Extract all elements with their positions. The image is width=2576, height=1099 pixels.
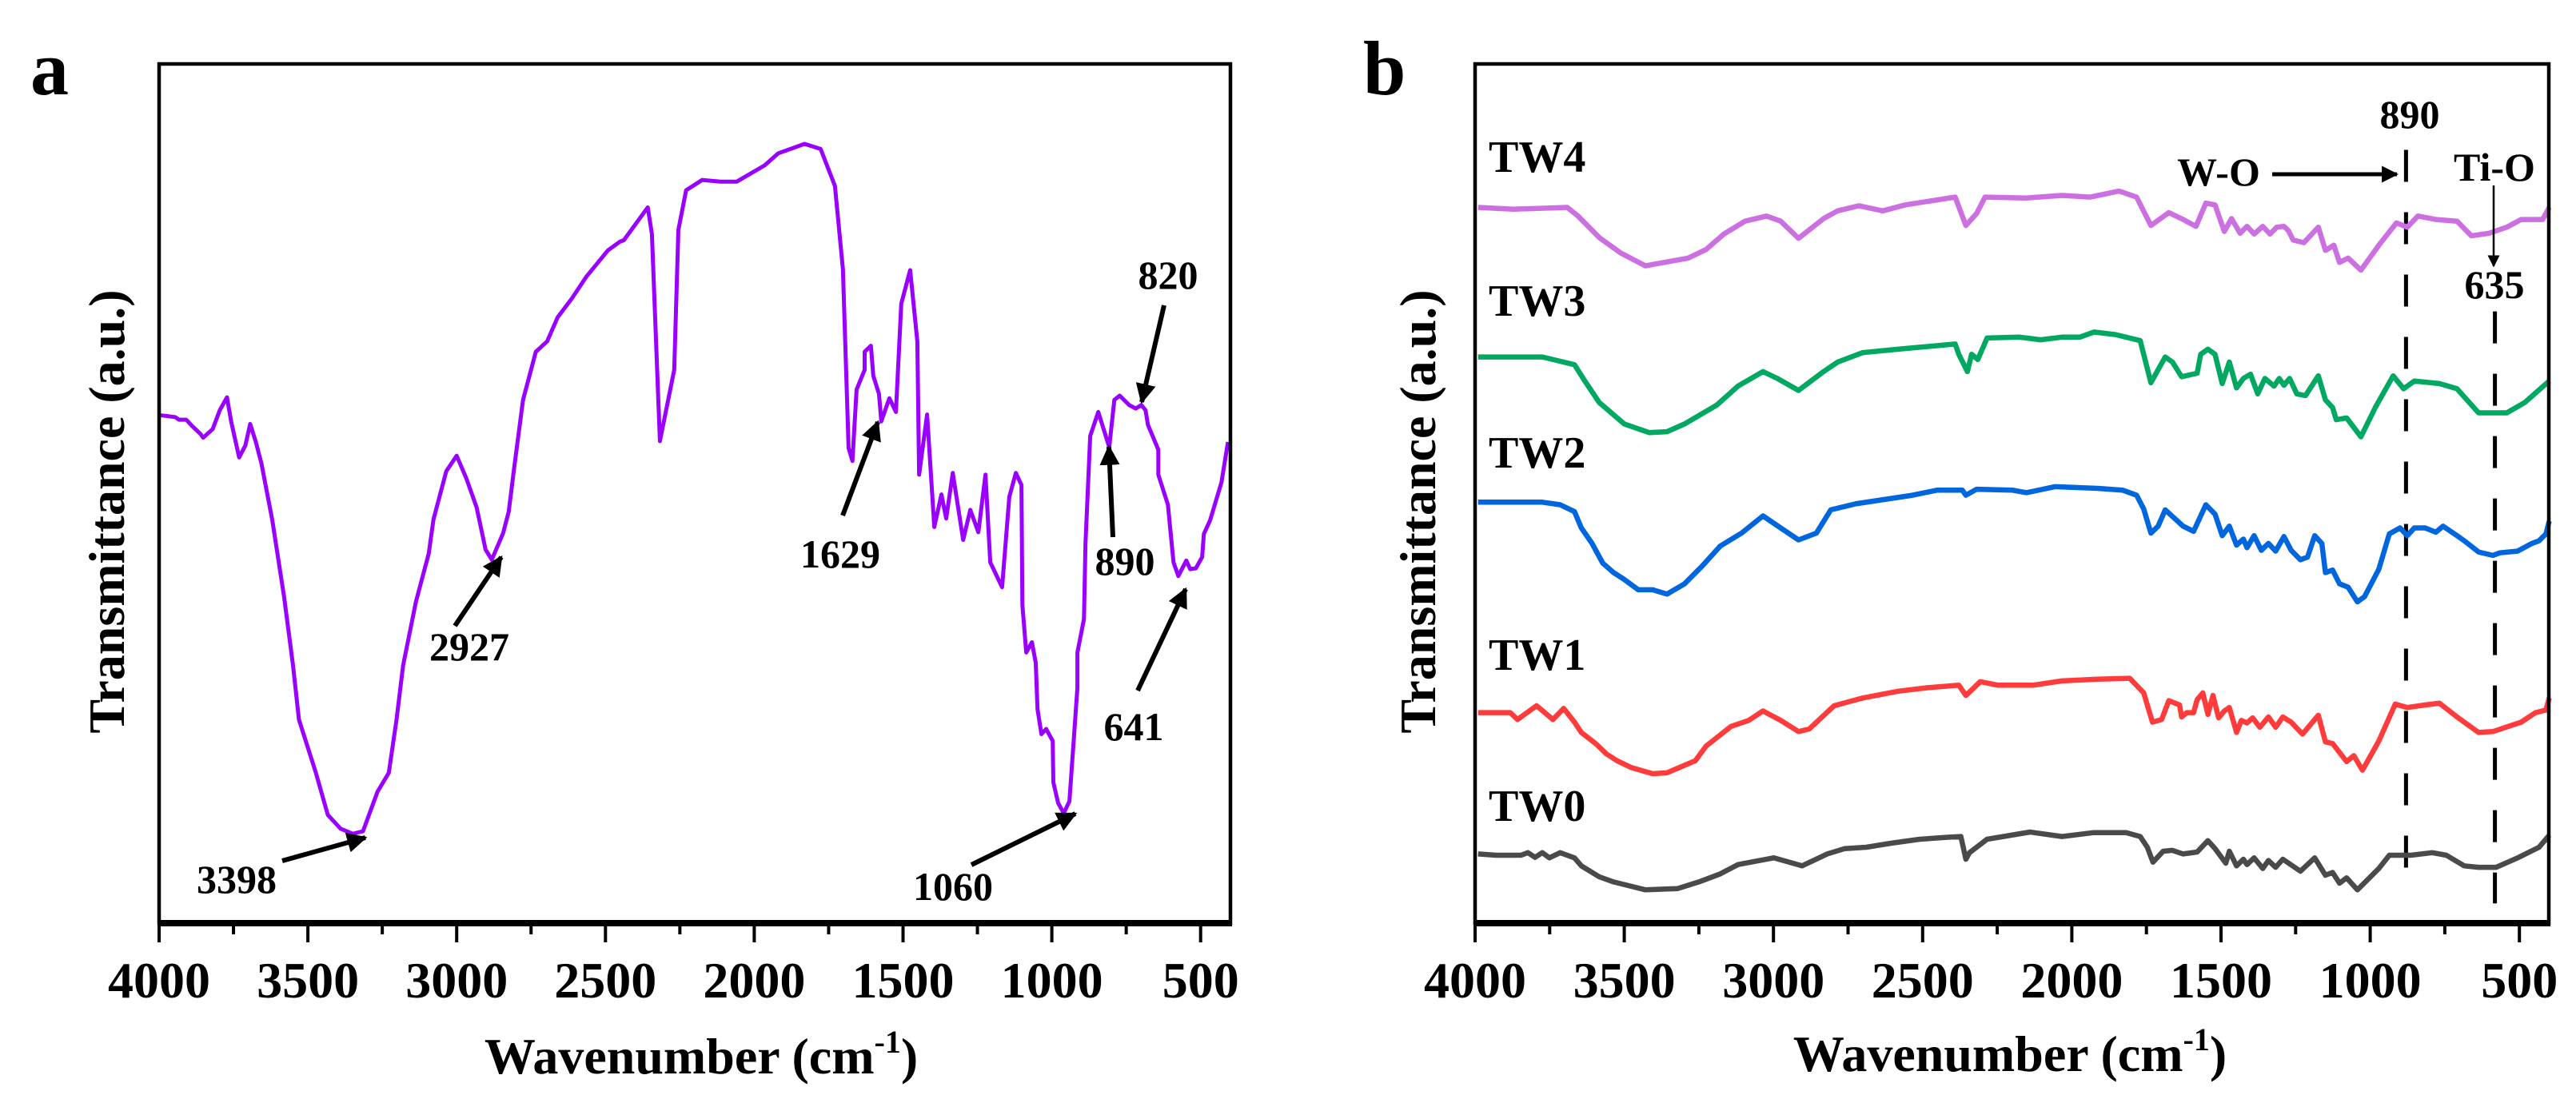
series-line-spectrum — [159, 141, 1230, 836]
panel-b-chart: Transmittance (a.u.) Wavenumber (cm-1) 4… — [1390, 62, 2558, 1082]
series-label-tw3: TW3 — [1489, 277, 1585, 326]
annotation-label-1060: 1060 — [913, 864, 993, 909]
plot-frame — [1473, 62, 2551, 926]
x-tick-label: 1000 — [1001, 952, 1103, 1009]
series-line-tw4 — [1477, 188, 2552, 273]
series-line-tw0 — [1477, 829, 2551, 893]
band-label-w-o: W-O — [2177, 149, 2260, 194]
series-line-tw2 — [1477, 484, 2552, 605]
series-label-tw0: TW0 — [1489, 782, 1585, 831]
x-axis-title-a-sup: -1 — [875, 1024, 901, 1060]
x-tick-label: 2000 — [2020, 952, 2123, 1009]
annotation-label-1629: 1629 — [800, 532, 880, 576]
annotation-arrow-1629 — [840, 420, 881, 517]
x-axis-title-b-close: ) — [2210, 1025, 2227, 1082]
x-tick-label: 2500 — [554, 952, 656, 1009]
x-tick-label: 1500 — [2170, 952, 2272, 1009]
annotation-arrow-890 — [1099, 444, 1120, 538]
x-axis-title-b-sup: -1 — [2183, 1021, 2210, 1057]
annotation-label-890: 890 — [1095, 539, 1155, 583]
annotation-arrow-1060 — [970, 811, 1078, 867]
band-label-ti-o: Ti-O — [2454, 145, 2535, 189]
x-tick-label: 2500 — [1872, 952, 1974, 1009]
x-axis-title-a-main: Wavenumber (cm — [484, 1028, 875, 1085]
annotation-label-820: 820 — [1138, 253, 1198, 297]
series-label-tw2: TW2 — [1489, 428, 1585, 478]
reference-label-635: 635 — [2465, 262, 2525, 307]
annotation-label-3398: 3398 — [197, 857, 277, 902]
x-axis-title-a: Wavenumber (cm-1) — [484, 1024, 918, 1085]
panel-a-chart: Transmittance (a.u.) Wavenumber (cm-1) 4… — [78, 62, 1239, 1085]
x-tick-label: 1500 — [852, 952, 955, 1009]
x-tick-label: 500 — [2481, 952, 2558, 1009]
x-tick-label: 4000 — [1424, 952, 1526, 1009]
x-tick-label: 500 — [1162, 952, 1239, 1009]
x-axis-title-a-close: ) — [901, 1028, 918, 1085]
y-axis-title-b: Transmittance (a.u.) — [1390, 289, 1446, 733]
y-axis-title-a: Transmittance (a.u.) — [78, 289, 135, 733]
x-tick-label: 3500 — [1573, 952, 1676, 1009]
x-tick-label: 2000 — [703, 952, 805, 1009]
x-tick-label: 3000 — [405, 952, 508, 1009]
annotation-label-641: 641 — [1104, 704, 1164, 749]
annotation-arrow-641 — [1135, 587, 1188, 692]
annotation-arrow-820 — [1135, 305, 1166, 404]
reference-label-890: 890 — [2380, 92, 2440, 137]
series-label-tw1: TW1 — [1489, 631, 1585, 680]
x-tick-label: 3500 — [257, 952, 359, 1009]
x-axis-title-b: Wavenumber (cm-1) — [1793, 1021, 2227, 1082]
series-label-tw4: TW4 — [1489, 133, 1585, 182]
annotation-arrow-2927 — [453, 555, 504, 627]
annotation-arrow-3398 — [281, 832, 368, 863]
panel-letter-a: a — [30, 26, 69, 111]
x-tick-label: 3000 — [1722, 952, 1824, 1009]
x-tick-label: 4000 — [108, 952, 210, 1009]
annotation-label-2927: 2927 — [429, 624, 509, 669]
x-tick-label: 1000 — [2319, 952, 2422, 1009]
series-line-tw1 — [1477, 675, 2552, 777]
x-axis-title-b-main: Wavenumber (cm — [1793, 1025, 2183, 1082]
series-line-tw3 — [1477, 329, 2551, 440]
panel-letter-b: b — [1363, 26, 1406, 111]
